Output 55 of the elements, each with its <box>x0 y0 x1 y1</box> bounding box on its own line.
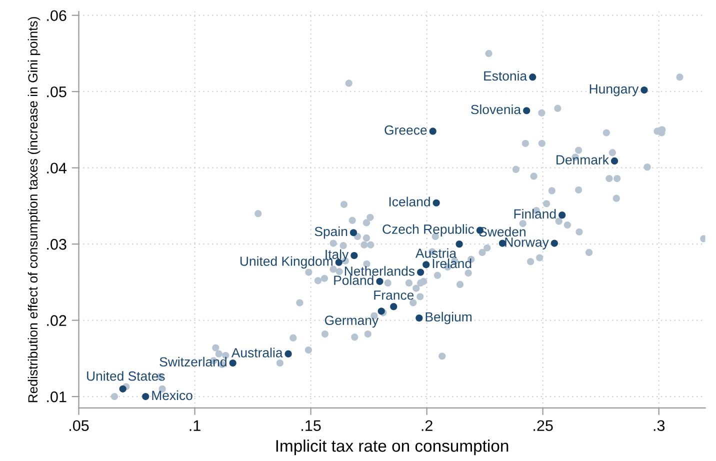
data-label: France <box>374 290 414 300</box>
data-label: Ireland <box>432 258 472 268</box>
point <box>229 359 236 367</box>
data-label: Estonia <box>484 70 528 81</box>
data-label: Mexico <box>152 390 192 400</box>
data-label: Slovenia <box>471 104 522 114</box>
x-tick-label: .05 <box>70 420 89 432</box>
data-label: Finland <box>514 208 556 219</box>
y-tick-label: .01 <box>47 391 66 402</box>
point <box>640 86 648 94</box>
point <box>142 393 150 400</box>
point <box>417 268 424 276</box>
point <box>523 107 530 114</box>
data-label: Poland <box>334 275 374 285</box>
x-tick-label: .25 <box>534 420 553 432</box>
point <box>529 74 536 81</box>
data-label: Denmark <box>556 154 609 164</box>
point <box>550 240 558 247</box>
data-label: Austria <box>415 248 457 258</box>
x-tick-label: .3 <box>654 420 665 432</box>
y-axis-title: Redistribution effect of consumption taxes (increase in Gini points) <box>28 17 40 402</box>
data-label: Czech Republic <box>382 224 474 236</box>
x-axis-title: Implicit tax rate on consumption <box>276 440 508 456</box>
point <box>610 157 618 164</box>
data-label: Iceland <box>389 196 430 206</box>
data-label: Norway <box>505 238 549 250</box>
point <box>416 314 423 322</box>
y-tick-label: .03 <box>47 238 66 250</box>
data-label: Switzerland <box>160 356 226 367</box>
point <box>284 350 292 358</box>
data-label: Australia <box>231 348 283 358</box>
x-tick-label: .15 <box>302 420 321 432</box>
data-label: Belgium <box>426 312 472 324</box>
data-label: Spain <box>314 226 348 239</box>
point <box>456 240 463 248</box>
data-label: Germany <box>324 316 379 328</box>
y-tick-label: .02 <box>47 315 66 326</box>
point <box>422 261 430 268</box>
x-tick-label: .1 <box>190 420 200 431</box>
data-label: United States <box>87 371 165 381</box>
point <box>558 212 566 219</box>
point <box>350 252 358 260</box>
y-tick-label: .05 <box>47 86 66 98</box>
data-label: Hungary <box>590 84 639 96</box>
point <box>432 199 440 206</box>
data-label: Netherlands <box>344 266 415 276</box>
point <box>376 278 384 285</box>
point <box>350 229 358 236</box>
x-tick-label: .2 <box>422 420 432 431</box>
point <box>390 303 398 310</box>
point <box>429 128 436 135</box>
y-tick-label: .04 <box>47 162 67 174</box>
data-label: Greece <box>384 125 427 135</box>
y-tick-label: .06 <box>47 10 66 22</box>
point <box>119 385 126 392</box>
